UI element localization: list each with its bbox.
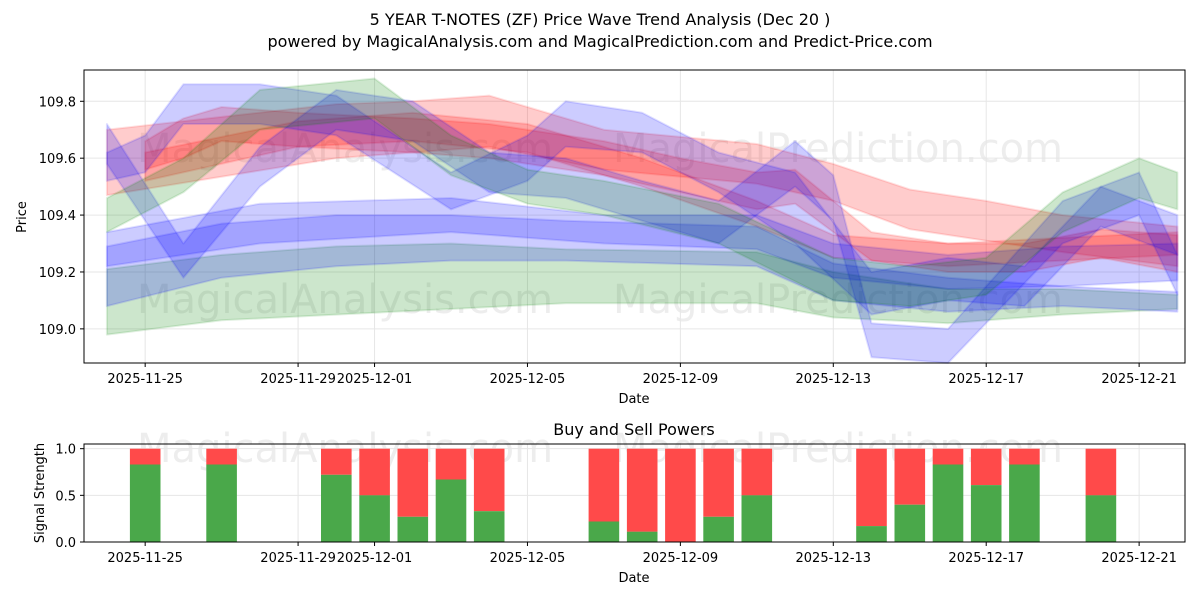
wave-band-purple-wave (144, 106, 1179, 273)
buy-power-bar (1085, 495, 1117, 542)
chart-subtitle: powered by MagicalAnalysis.com and Magic… (267, 32, 932, 51)
wave-band-blue-wave-2 (105, 88, 1179, 364)
buy-power-bar (435, 479, 467, 542)
wave-band-green-wave (105, 77, 1179, 308)
buy-power-bar (970, 485, 1002, 542)
top-y-axis: 109.0 109.2 109.4 109.6 109.8 (39, 95, 84, 338)
bottom-x-tick-label: 2025-12-01 (337, 551, 413, 566)
top-x-tick-label: 2025-12-21 (1101, 372, 1177, 387)
sell-power-bar (703, 448, 734, 517)
bottom-y-tick-label: 0.0 (55, 536, 76, 551)
sell-power-bar (626, 448, 658, 532)
bottom-y-axis-label: Signal Strength (33, 443, 48, 543)
buy-power-bar (1009, 464, 1040, 542)
sell-power-bar (321, 448, 352, 475)
signal-bars (129, 448, 1117, 542)
buy-power-bar (856, 526, 887, 542)
wave-band-green-lower (105, 242, 1179, 336)
top-x-tick-label: 2025-12-13 (796, 372, 872, 387)
top-y-tick-label: 109.4 (39, 209, 76, 224)
sell-power-bar (1009, 448, 1040, 465)
sell-power-bar (932, 448, 964, 465)
sell-power-bar (665, 448, 696, 542)
watermark-3: MagicalAnalysis.com (137, 277, 553, 323)
buy-power-bar (397, 516, 429, 542)
top-x-axis: 2025-11-25 2025-11-29 2025-12-01 2025-12-05… (107, 363, 1177, 387)
top-x-tick-label: 2025-12-05 (490, 372, 566, 387)
bottom-y-tick-label: 0.5 (55, 489, 76, 504)
top-y-tick-label: 109.6 (39, 152, 76, 167)
watermark-1: MagicalAnalysis.com (137, 126, 553, 172)
wave-band-red-trend-upper (105, 94, 1179, 268)
chart-title: 5 YEAR T-NOTES (ZF) Price Wave Trend Ana… (370, 10, 831, 29)
sell-power-bar (894, 448, 926, 505)
watermark-2: MagicalPrediction.com (613, 126, 1063, 172)
top-watermarks: MagicalAnalysis.com MagicalPrediction.co… (137, 126, 1063, 323)
watermark-4: MagicalPrediction.com (613, 277, 1063, 323)
buy-power-bar (321, 474, 352, 542)
top-y-tick-label: 109.2 (39, 266, 76, 281)
wave-band-orange-mid (144, 111, 1179, 268)
buy-power-bar (894, 504, 926, 542)
sell-power-bar (741, 448, 773, 496)
sell-power-bar (129, 448, 161, 465)
top-y-tick-label: 109.8 (39, 95, 76, 110)
bottom-x-tick-label: 2025-12-21 (1101, 551, 1177, 566)
top-x-tick-label: 2025-12-09 (643, 372, 719, 387)
buy-power-bar (588, 521, 620, 542)
top-x-tick-label: 2025-11-25 (107, 372, 183, 387)
bottom-x-tick-label: 2025-12-13 (796, 551, 872, 566)
buy-power-bar (932, 464, 964, 542)
sell-power-bar (473, 448, 505, 512)
top-x-tick-label: 2025-12-01 (337, 372, 413, 387)
bottom-x-tick-label: 2025-11-25 (107, 551, 183, 566)
sell-power-bar (1085, 448, 1117, 496)
bottom-y-axis: 0.0 0.5 1.0 (55, 443, 84, 551)
buy-power-bar (626, 531, 658, 542)
bottom-x-tick-label: 2025-12-05 (490, 551, 566, 566)
sell-power-bar (206, 448, 237, 465)
top-x-axis-label: Date (618, 392, 649, 407)
bottom-x-axis: 2025-11-25 2025-11-29 2025-12-01 2025-12-05… (107, 542, 1177, 566)
bottom-x-axis-label: Date (618, 571, 649, 586)
top-grid (84, 70, 1185, 363)
buy-power-bar (206, 464, 237, 542)
wave-band-blue-mid (105, 197, 1179, 290)
top-x-tick-label: 2025-12-17 (948, 372, 1024, 387)
top-y-tick-label: 109.0 (39, 323, 76, 338)
top-y-axis-label: Price (15, 201, 30, 233)
bottom-chart-title: Buy and Sell Powers (553, 420, 715, 439)
buy-power-bar (741, 495, 773, 542)
sell-power-bar (397, 448, 429, 517)
top-plot-frame (83, 69, 1186, 364)
sell-power-bar (856, 448, 887, 527)
wave-band-blue-wave-1 (105, 83, 1179, 316)
top-x-tick-label: 2025-11-29 (260, 372, 336, 387)
buy-power-bar (473, 511, 505, 542)
price-wave-bands (105, 77, 1179, 364)
bottom-y-tick-label: 1.0 (55, 443, 76, 458)
sell-power-bar (359, 448, 390, 496)
bottom-x-tick-label: 2025-12-09 (643, 551, 719, 566)
bottom-plot-frame (83, 443, 1186, 543)
sell-power-bar (970, 448, 1002, 486)
bottom-x-tick-label: 2025-12-17 (948, 551, 1024, 566)
sell-power-bar (435, 448, 467, 480)
sell-power-bar (588, 448, 620, 522)
buy-power-bar (703, 516, 734, 542)
buy-power-bar (129, 464, 161, 542)
wave-band-blue-lower (105, 214, 1179, 313)
buy-power-bar (359, 495, 390, 542)
bottom-x-tick-label: 2025-11-29 (260, 551, 336, 566)
